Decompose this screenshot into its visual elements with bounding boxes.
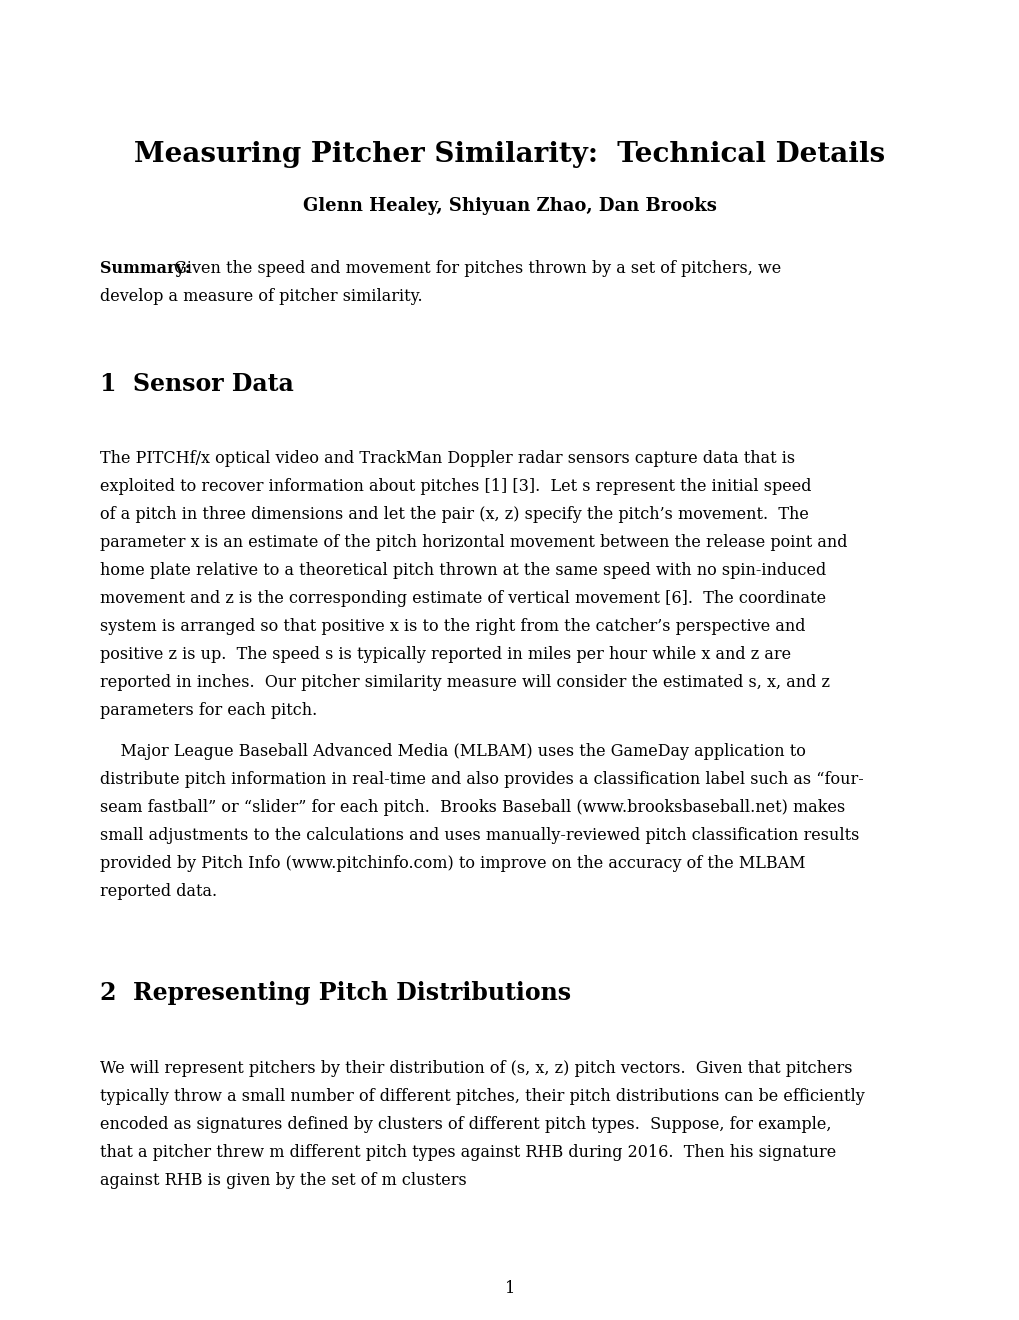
Text: exploited to recover information about pitches [1] [3].  Let s represent the ini: exploited to recover information about p… — [100, 478, 811, 495]
Text: seam fastball” or “slider” for each pitch.  Brooks Baseball (www.brooksbaseball.: seam fastball” or “slider” for each pitc… — [100, 800, 845, 816]
Text: parameters for each pitch.: parameters for each pitch. — [100, 702, 317, 719]
Text: against RHB is given by the set of m clusters: against RHB is given by the set of m clu… — [100, 1172, 467, 1188]
Text: of a pitch in three dimensions and let the pair (x, z) specify the pitch’s movem: of a pitch in three dimensions and let t… — [100, 507, 808, 523]
Text: 1: 1 — [504, 1280, 515, 1298]
Text: Given the speed and movement for pitches thrown by a set of pitchers, we: Given the speed and movement for pitches… — [169, 260, 781, 277]
Text: home plate relative to a theoretical pitch thrown at the same speed with no spin: home plate relative to a theoretical pit… — [100, 562, 825, 579]
Text: encoded as signatures defined by clusters of different pitch types.  Suppose, fo: encoded as signatures defined by cluster… — [100, 1115, 830, 1133]
Text: 2  Representing Pitch Distributions: 2 Representing Pitch Distributions — [100, 981, 571, 1006]
Text: Major League Baseball Advanced Media (MLBAM) uses the GameDay application to: Major League Baseball Advanced Media (ML… — [100, 743, 805, 760]
Text: distribute pitch information in real-time and also provides a classification lab: distribute pitch information in real-tim… — [100, 771, 863, 788]
Text: parameter x is an estimate of the pitch horizontal movement between the release : parameter x is an estimate of the pitch … — [100, 535, 847, 552]
Text: Summary:: Summary: — [100, 260, 191, 277]
Text: The PITCHf/x optical video and TrackMan Doppler radar sensors capture data that : The PITCHf/x optical video and TrackMan … — [100, 450, 794, 467]
Text: reported data.: reported data. — [100, 883, 217, 900]
Text: reported in inches.  Our pitcher similarity measure will consider the estimated : reported in inches. Our pitcher similari… — [100, 675, 829, 692]
Text: Measuring Pitcher Similarity:  Technical Details: Measuring Pitcher Similarity: Technical … — [135, 141, 884, 168]
Text: provided by Pitch Info (www.pitchinfo.com) to improve on the accuracy of the MLB: provided by Pitch Info (www.pitchinfo.co… — [100, 855, 805, 873]
Text: positive z is up.  The speed s is typically reported in miles per hour while x a: positive z is up. The speed s is typical… — [100, 647, 791, 663]
Text: Glenn Healey, Shiyuan Zhao, Dan Brooks: Glenn Healey, Shiyuan Zhao, Dan Brooks — [303, 197, 716, 215]
Text: small adjustments to the calculations and uses manually-reviewed pitch classific: small adjustments to the calculations an… — [100, 828, 858, 845]
Text: system is arranged so that positive x is to the right from the catcher’s perspec: system is arranged so that positive x is… — [100, 618, 805, 635]
Text: 1  Sensor Data: 1 Sensor Data — [100, 372, 293, 396]
Text: that a pitcher threw m different pitch types against RHB during 2016.  Then his : that a pitcher threw m different pitch t… — [100, 1143, 836, 1160]
Text: movement and z is the corresponding estimate of vertical movement [6].  The coor: movement and z is the corresponding esti… — [100, 590, 825, 607]
Text: typically throw a small number of different pitches, their pitch distributions c: typically throw a small number of differ… — [100, 1088, 864, 1105]
Text: We will represent pitchers by their distribution of (s, x, z) pitch vectors.  Gi: We will represent pitchers by their dist… — [100, 1060, 852, 1077]
Text: develop a measure of pitcher similarity.: develop a measure of pitcher similarity. — [100, 288, 422, 305]
